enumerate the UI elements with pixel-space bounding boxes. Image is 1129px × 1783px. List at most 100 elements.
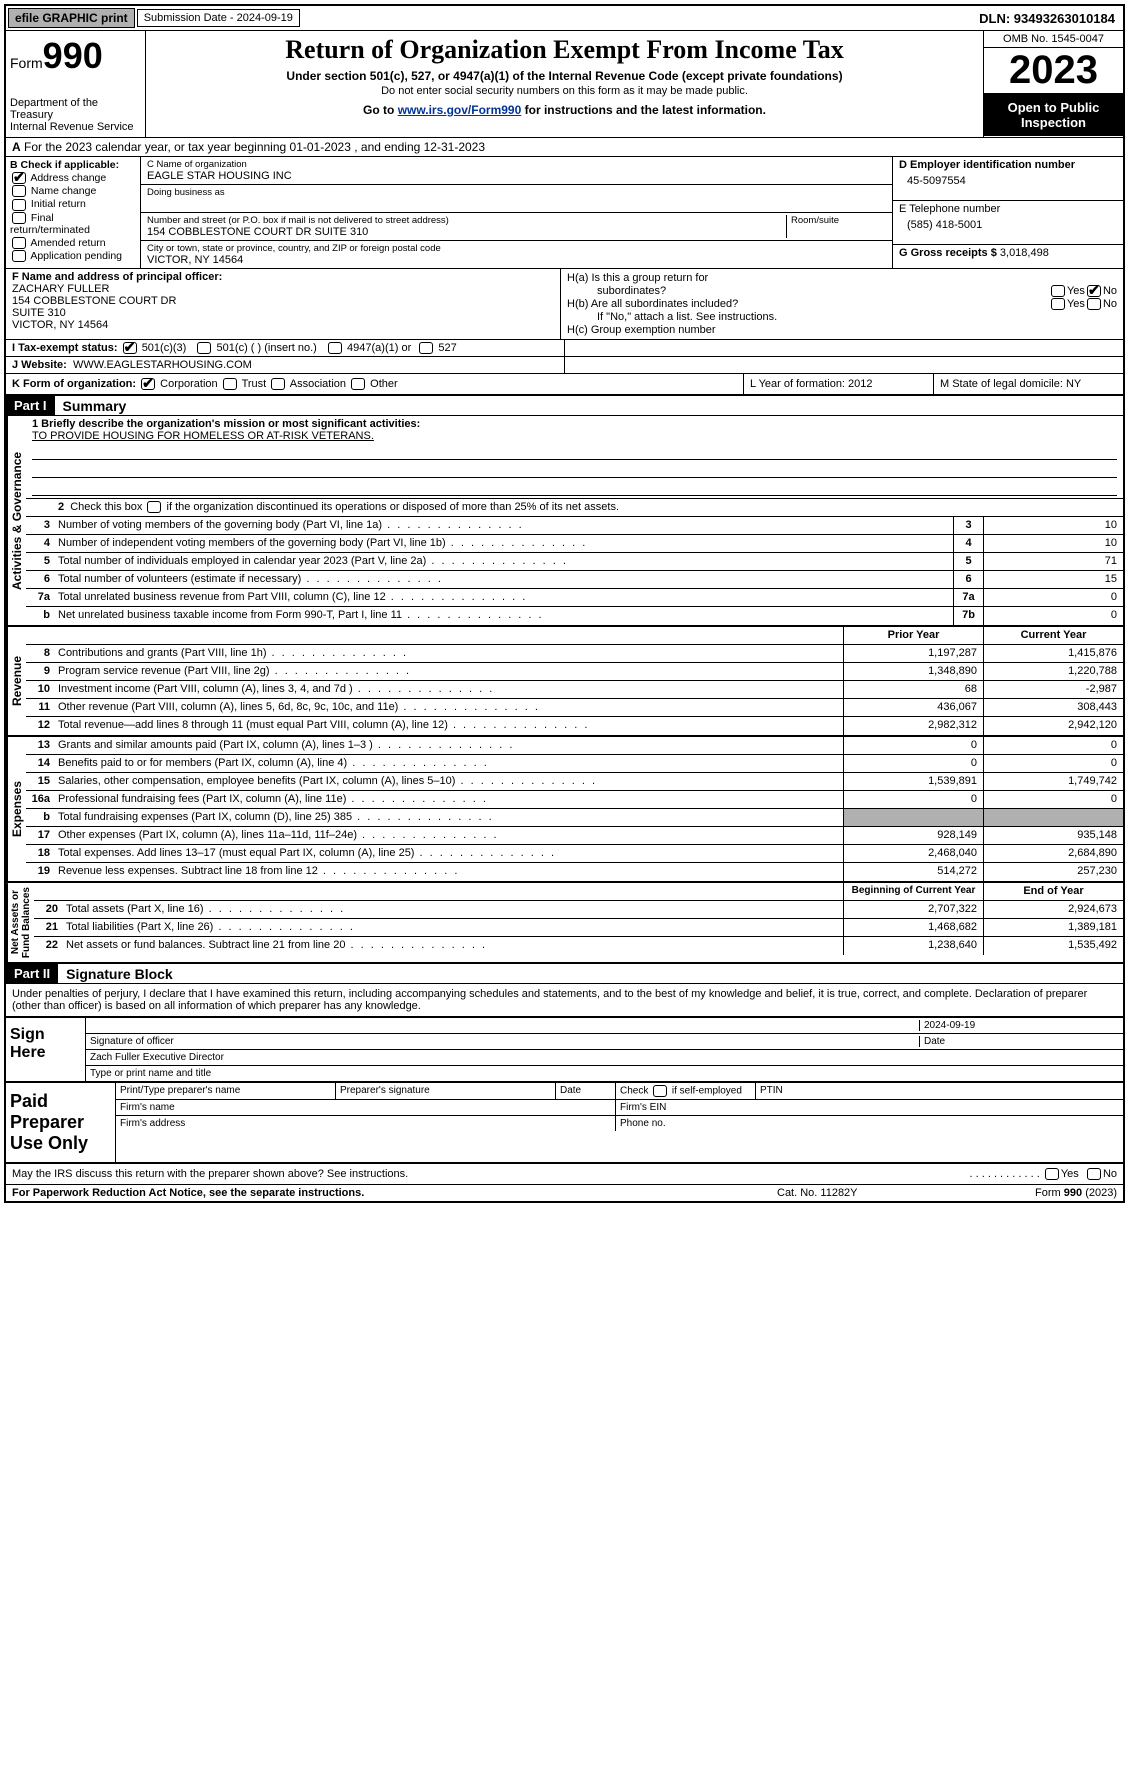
ha2-label: subordinates?	[567, 285, 1049, 297]
chk-amended[interactable]	[12, 237, 26, 249]
curr-val: 257,230	[983, 863, 1123, 881]
section-governance: Activities & Governance 1 Briefly descri…	[6, 416, 1123, 627]
form-container: efile GRAPHIC print Submission Date - 20…	[4, 4, 1125, 1203]
prior-val: 1,197,287	[843, 645, 983, 662]
chk-discuss-no[interactable]	[1087, 1168, 1101, 1180]
chk-ha-yes[interactable]	[1051, 285, 1065, 297]
line-text: Total assets (Part X, line 16)	[62, 901, 843, 918]
col-de: D Employer identification number45-50975…	[893, 157, 1123, 268]
chk-hb-no[interactable]	[1087, 298, 1101, 310]
chk-pending[interactable]	[12, 250, 26, 262]
chk-other[interactable]	[351, 378, 365, 390]
line-text: Revenue less expenses. Subtract line 18 …	[54, 863, 843, 881]
officer-addr3: VICTOR, NY 14564	[12, 319, 554, 331]
line-text: Number of independent voting members of …	[54, 535, 953, 552]
topbar: efile GRAPHIC print Submission Date - 20…	[6, 6, 1123, 31]
firm-addr-label: Firm's address	[116, 1116, 616, 1131]
ein-value: 45-5097554	[899, 171, 1117, 191]
prior-val: 436,067	[843, 699, 983, 716]
state-domicile: M State of legal domicile: NY	[933, 374, 1123, 394]
firm-name-label: Firm's name	[116, 1100, 616, 1115]
chk-name-change[interactable]	[12, 185, 26, 197]
line-val: 0	[983, 607, 1123, 625]
chk-discontinued[interactable]	[147, 501, 161, 513]
curr-val: 1,749,742	[983, 773, 1123, 790]
line-text: Total fundraising expenses (Part IX, col…	[54, 809, 843, 826]
footer: For Paperwork Reduction Act Notice, see …	[6, 1184, 1123, 1201]
form-ref: Form 990 (2023)	[977, 1187, 1117, 1199]
header-mid: Return of Organization Exempt From Incom…	[146, 31, 983, 137]
chk-self-employed[interactable]	[653, 1085, 667, 1097]
line-val: 10	[983, 535, 1123, 552]
line-num: 10	[26, 681, 54, 698]
end-val: 2,924,673	[983, 901, 1123, 918]
line-text: Total number of individuals employed in …	[54, 553, 953, 570]
line-num: 18	[26, 845, 54, 862]
lbl-name-change: Name change	[31, 185, 96, 197]
lbl-discuss-no: No	[1103, 1168, 1117, 1180]
header: Form990 Department of the Treasury Inter…	[6, 31, 1123, 138]
prior-val: 0	[843, 737, 983, 754]
hb-label: H(b) Are all subordinates included?	[567, 298, 1049, 310]
chk-527[interactable]	[419, 342, 433, 354]
chk-501c[interactable]	[197, 342, 211, 354]
line-text: Grants and similar amounts paid (Part IX…	[54, 737, 843, 754]
line-box: 6	[953, 571, 983, 588]
ptin-label: PTIN	[756, 1083, 1123, 1099]
part2-title: Signature Block	[58, 966, 173, 982]
pra-notice: For Paperwork Reduction Act Notice, see …	[12, 1187, 777, 1199]
line-num: 6	[26, 571, 54, 588]
line2-text: 2 Check this box if the organization dis…	[54, 499, 1123, 516]
chk-trust[interactable]	[223, 378, 237, 390]
prior-year-hdr: Prior Year	[843, 627, 983, 644]
lbl-527: 527	[438, 342, 456, 354]
curr-val: 308,443	[983, 699, 1123, 716]
line-box: 7b	[953, 607, 983, 625]
gross-value: 3,018,498	[1000, 247, 1049, 259]
line-box: 3	[953, 517, 983, 534]
row-klm: K Form of organization: Corporation Trus…	[6, 373, 1123, 396]
curr-val: 0	[983, 755, 1123, 772]
city-label: City or town, state or province, country…	[147, 243, 886, 254]
chk-initial[interactable]	[12, 199, 26, 211]
gross-label: G Gross receipts $	[899, 247, 997, 259]
line-text: Net assets or fund balances. Subtract li…	[62, 937, 843, 955]
mission-block: 1 Briefly describe the organization's mi…	[26, 416, 1123, 499]
curr-val: 935,148	[983, 827, 1123, 844]
lbl-other: Other	[370, 378, 398, 390]
form-label: Form	[10, 55, 43, 71]
line-num: 3	[26, 517, 54, 534]
prior-val: 1,348,890	[843, 663, 983, 680]
lbl-no: No	[1103, 285, 1117, 297]
lbl-initial: Initial return	[31, 198, 86, 210]
efile-button[interactable]: efile GRAPHIC print	[8, 8, 135, 28]
prep-sig-label: Preparer's signature	[336, 1083, 556, 1099]
part2-label: Part II	[6, 964, 58, 983]
irs-link[interactable]: www.irs.gov/Form990	[398, 103, 522, 117]
officer-addr1: 154 COBBLESTONE COURT DR	[12, 295, 554, 307]
lbl-discuss-yes: Yes	[1061, 1168, 1079, 1180]
chk-4947[interactable]	[328, 342, 342, 354]
hb-note: If "No," attach a list. See instructions…	[597, 311, 777, 323]
declaration: Under penalties of perjury, I declare th…	[6, 984, 1123, 1016]
line-text: Contributions and grants (Part VIII, lin…	[54, 645, 843, 662]
beg-val: 1,468,682	[843, 919, 983, 936]
chk-corp[interactable]	[141, 378, 155, 390]
room-label: Room/suite	[791, 215, 886, 226]
chk-hb-yes[interactable]	[1051, 298, 1065, 310]
line-box: 7a	[953, 589, 983, 606]
chk-address-change[interactable]	[12, 172, 26, 184]
chk-501c3[interactable]	[123, 342, 137, 354]
line-num: b	[26, 607, 54, 625]
chk-ha-no[interactable]	[1087, 285, 1101, 297]
discuss-row: May the IRS discuss this return with the…	[6, 1162, 1123, 1184]
chk-final[interactable]	[12, 212, 26, 224]
tel-label: E Telephone number	[899, 203, 1117, 215]
street-address: 154 COBBLESTONE COURT DR SUITE 310	[147, 226, 786, 238]
header-left: Form990 Department of the Treasury Inter…	[6, 31, 146, 137]
line-box: 4	[953, 535, 983, 552]
dba-label: Doing business as	[147, 187, 886, 198]
chk-discuss-yes[interactable]	[1045, 1168, 1059, 1180]
chk-assoc[interactable]	[271, 378, 285, 390]
sign-here-row: Sign Here 2024-09-19 Signature of office…	[6, 1016, 1123, 1081]
